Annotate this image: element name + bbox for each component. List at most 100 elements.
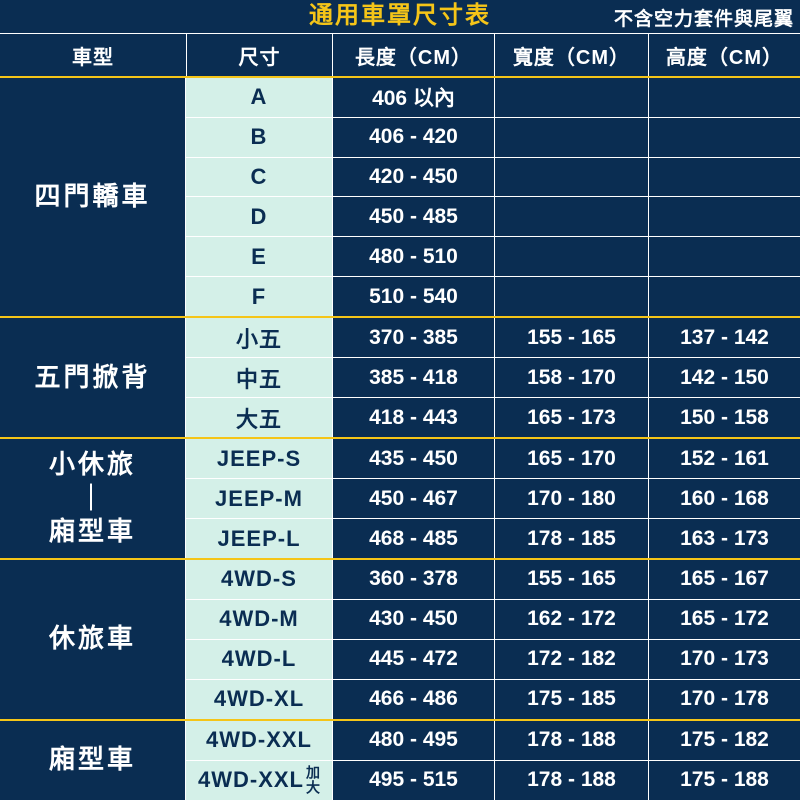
height-cell: 175 - 182 [648,721,800,760]
type-cell: 休旅車 [0,560,186,719]
table-row: 4WD-M430 - 450162 - 172165 - 172 [186,599,800,639]
header-size: 尺寸 [186,34,332,76]
rows: 小五370 - 385155 - 165137 - 142中五385 - 418… [186,318,800,437]
width-cell [494,158,648,197]
length-cell: 420 - 450 [332,158,494,197]
length-cell: 406 以內 [332,78,494,117]
header-type: 車型 [0,34,186,76]
size-cell: E [186,237,332,276]
width-cell [494,78,648,117]
size-cell: JEEP-S [186,439,332,478]
chart-title: 通用車罩尺寸表 [309,0,491,33]
size-cell: F [186,277,332,316]
length-cell: 495 - 515 [332,761,494,800]
header-height: 高度（CM） [648,34,800,76]
length-cell: 450 - 467 [332,479,494,518]
table-row: C420 - 450 [186,157,800,197]
type-cell: 廂型車 [0,721,186,800]
width-cell: 155 - 165 [494,560,648,599]
table-row: 大五418 - 443165 - 173150 - 158 [186,397,800,437]
table-row: 中五385 - 418158 - 170142 - 150 [186,357,800,397]
table-row: 4WD-L445 - 472172 - 182170 - 173 [186,639,800,679]
type-cell: 五門掀背 [0,318,186,437]
length-cell: 468 - 485 [332,519,494,558]
size-cell: 4WD-XL [186,680,332,719]
size-cell: D [186,197,332,236]
width-cell: 175 - 185 [494,680,648,719]
size-chart: 通用車罩尺寸表 不含空力套件與尾翼 車型 尺寸 長度（CM） 寬度（CM） 高度… [0,0,800,800]
width-cell: 158 - 170 [494,358,648,397]
header-length: 長度（CM） [332,34,494,76]
height-cell: 165 - 172 [648,600,800,639]
size-cell: JEEP-L [186,519,332,558]
size-cell: 4WD-S [186,560,332,599]
header-width: 寬度（CM） [494,34,648,76]
rows: JEEP-S435 - 450165 - 170152 - 161JEEP-M4… [186,439,800,558]
size-cell: JEEP-M [186,479,332,518]
size-cell: 4WD-M [186,600,332,639]
rows: A406 以內B406 - 420C420 - 450D450 - 485E48… [186,78,800,316]
height-cell: 165 - 167 [648,560,800,599]
height-cell: 175 - 188 [648,761,800,800]
table-row: 小五370 - 385155 - 165137 - 142 [186,318,800,357]
width-cell [494,237,648,276]
height-cell [648,78,800,117]
height-cell [648,197,800,236]
table-row: JEEP-L468 - 485178 - 185163 - 173 [186,518,800,558]
width-cell: 178 - 188 [494,761,648,800]
height-cell: 142 - 150 [648,358,800,397]
size-cell: 中五 [186,358,332,397]
height-cell [648,237,800,276]
rows: 4WD-S360 - 378155 - 165165 - 1674WD-M430… [186,560,800,719]
width-cell: 178 - 185 [494,519,648,558]
table-row: 4WD-XXL加大495 - 515178 - 188175 - 188 [186,760,800,800]
length-cell: 406 - 420 [332,118,494,157]
size-cell: C [186,158,332,197]
width-cell: 172 - 182 [494,640,648,679]
width-cell [494,118,648,157]
group: 小休旅 ｜ 廂型車JEEP-S435 - 450165 - 170152 - 1… [0,439,800,560]
table-row: B406 - 420 [186,117,800,157]
length-cell: 480 - 495 [332,721,494,760]
height-cell [648,277,800,316]
table-row: 4WD-XL466 - 486175 - 185170 - 178 [186,679,800,719]
table-row: JEEP-S435 - 450165 - 170152 - 161 [186,439,800,478]
group: 五門掀背小五370 - 385155 - 165137 - 142中五385 -… [0,318,800,439]
width-cell: 170 - 180 [494,479,648,518]
width-cell: 162 - 172 [494,600,648,639]
length-cell: 510 - 540 [332,277,494,316]
length-cell: 435 - 450 [332,439,494,478]
size-cell: 4WD-L [186,640,332,679]
group: 休旅車4WD-S360 - 378155 - 165165 - 1674WD-M… [0,560,800,721]
height-cell: 163 - 173 [648,519,800,558]
table-row: D450 - 485 [186,196,800,236]
width-cell: 165 - 173 [494,398,648,437]
length-cell: 450 - 485 [332,197,494,236]
width-cell [494,197,648,236]
type-cell: 小休旅 ｜ 廂型車 [0,439,186,558]
width-cell: 178 - 188 [494,721,648,760]
size-cell: 4WD-XXL [186,721,332,760]
size-cell: A [186,78,332,117]
table-row: JEEP-M450 - 467170 - 180160 - 168 [186,478,800,518]
height-cell: 150 - 158 [648,398,800,437]
size-cell: B [186,118,332,157]
height-cell: 152 - 161 [648,439,800,478]
length-cell: 385 - 418 [332,358,494,397]
height-cell [648,118,800,157]
size-cell: 4WD-XXL加大 [186,761,332,800]
rows: 4WD-XXL480 - 495178 - 188175 - 1824WD-XX… [186,721,800,800]
height-cell: 160 - 168 [648,479,800,518]
size-cell: 小五 [186,318,332,357]
title-row: 通用車罩尺寸表 不含空力套件與尾翼 [0,0,800,34]
width-cell: 165 - 170 [494,439,648,478]
header-row: 車型 尺寸 長度（CM） 寬度（CM） 高度（CM） [0,34,800,78]
table-row: 4WD-XXL480 - 495178 - 188175 - 182 [186,721,800,760]
table-row: F510 - 540 [186,276,800,316]
group: 廂型車4WD-XXL480 - 495178 - 188175 - 1824WD… [0,721,800,800]
length-cell: 430 - 450 [332,600,494,639]
size-cell: 大五 [186,398,332,437]
length-cell: 370 - 385 [332,318,494,357]
table-body: 四門轎車A406 以內B406 - 420C420 - 450D450 - 48… [0,78,800,800]
chart-note: 不含空力套件與尾翼 [614,4,794,31]
